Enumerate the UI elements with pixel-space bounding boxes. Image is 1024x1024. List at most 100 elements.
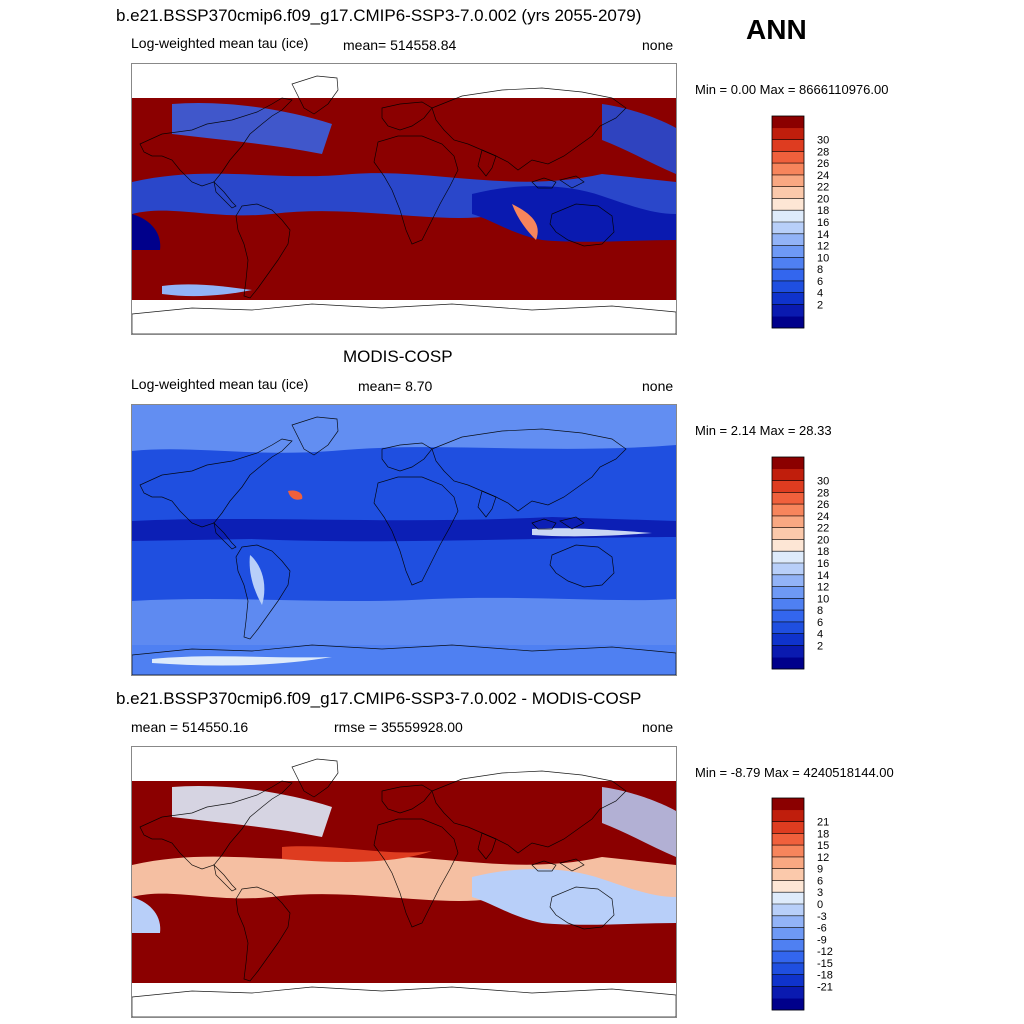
colorbar-tick-label: 30 [817,476,829,488]
colorbar-swatch [772,856,804,869]
colorbar-swatch [772,292,804,305]
colorbar-swatch [772,904,804,917]
colorbar-swatch [772,974,804,987]
panel-2-mean-label: mean= 8.70 [358,378,433,394]
coastline [291,758,339,798]
colorbar-swatch [772,504,804,517]
colorbar-swatch [772,492,804,505]
panel-3-map-plot [132,747,676,1017]
coastline [291,75,339,115]
colorbar-tick-label: 14 [817,570,829,582]
coastline [477,490,497,518]
panel-1-variable-label: Log-weighted mean tau (ice) [131,35,309,51]
panel-2-title: MODIS-COSP [343,347,453,366]
colorbar-swatch [772,186,804,199]
panel-2-variable-label: Log-weighted mean tau (ice) [131,376,309,392]
coastline [549,544,615,588]
colorbar-swatch [772,610,804,623]
colorbar-tick-label: 22 [817,523,829,535]
colorbar-tick-label: 26 [817,158,829,170]
colorbar-tick-label: -6 [817,923,827,935]
colorbar-tick-label: 18 [817,546,829,558]
coastline [531,518,557,530]
colorbar-swatch [772,598,804,611]
panel-1-mean-label: mean= 514558.84 [343,37,457,53]
colorbar-tick-label: -21 [817,981,833,993]
colorbar-tick-label: 3 [817,887,823,899]
coastline [531,177,557,189]
colorbar-swatch [772,468,804,481]
colorbar-swatch [772,845,804,858]
colorbar-tick-label: 10 [817,593,829,605]
panel-3-rmse-label: rmse = 35559928.00 [334,719,463,735]
season-label: ANN [746,14,807,45]
coastline [559,858,585,872]
colorbar-swatch [772,586,804,599]
colorbar-swatch [772,269,804,282]
coastline [549,886,615,930]
colorbar-tick-label: 21 [817,817,829,829]
colorbar-tick-label: 9 [817,864,823,876]
coastline [531,860,557,872]
colorbar-tick-label: 0 [817,899,823,911]
panel-3-colorbar: -21 -18 -15 -12 -9 -6 -3 0 3 6 9 12 15 18 21 [771,797,833,1011]
coastline [373,818,459,928]
coastline [431,770,627,854]
panel-1-colorbar: 2 4 6 8 10 12 14 16 18 20 22 24 26 28 30 [771,115,829,329]
coastline [139,97,293,187]
colorbar-swatch [772,951,804,964]
colorbar-swatch [772,563,804,576]
panel-3-map [131,746,677,1018]
colorbar-tick-label: 8 [817,264,823,276]
coastline [291,416,339,456]
colorbar-swatch [772,880,804,893]
coastline [431,87,627,171]
colorbar-swatch [772,645,804,658]
colorbar-tick-label: 28 [817,487,829,499]
panel-2-map-plot [132,405,676,675]
colorbar-swatch [772,574,804,587]
colorbar-swatch [772,245,804,258]
colorbar-tick-label: 2 [817,299,823,311]
colorbar-tick-label: -18 [817,970,833,982]
colorbar-tick-label: 20 [817,534,829,546]
colorbar-tick-label: 12 [817,852,829,864]
colorbar-swatch [772,316,804,329]
panel-2-colorbar: 2 4 6 8 10 12 14 16 18 20 22 24 26 28 30 [771,456,829,670]
colorbar-tick-label: 15 [817,840,829,852]
colorbar-tick-label: 6 [817,617,823,629]
coastline [477,149,497,177]
colorbar-tick-label: -15 [817,958,833,970]
colorbar-tick-label: 28 [817,146,829,158]
panel-1-map [131,63,677,335]
colorbar-tick-label: 12 [817,582,829,594]
colorbar-tick-label: 2 [817,640,823,652]
coastline [213,863,237,892]
coastline [549,203,615,247]
coastline [132,644,676,675]
colorbar-swatch [772,633,804,646]
panel-1-map-plot [132,64,676,334]
coastline [559,516,585,530]
colorbar-swatch [772,457,804,470]
colorbar-tick-label: 26 [817,499,829,511]
colorbar-swatch [772,174,804,187]
colorbar-tick-label: 6 [817,276,823,288]
colorbar-tick-label: 4 [817,288,823,300]
panel-1-title: b.e21.BSSP370cmip6.f09_g17.CMIP6-SSP3-7.… [116,6,642,25]
colorbar-tick-label: 18 [817,205,829,217]
colorbar-swatch [772,927,804,940]
colorbar-tick-label: 18 [817,828,829,840]
colorbar-swatch [772,139,804,152]
coastline [235,203,291,299]
colorbar-tick-label: 16 [817,217,829,229]
colorbar-swatch [772,892,804,905]
colorbar-swatch [772,962,804,975]
colorbar-swatch [772,151,804,164]
colorbar-tick-label: 4 [817,629,823,641]
colorbar-tick-label: 14 [817,229,829,241]
colorbar-swatch [772,821,804,834]
coastline [373,476,459,586]
coastline [477,832,497,860]
panel-1-units-label: none [642,37,674,53]
